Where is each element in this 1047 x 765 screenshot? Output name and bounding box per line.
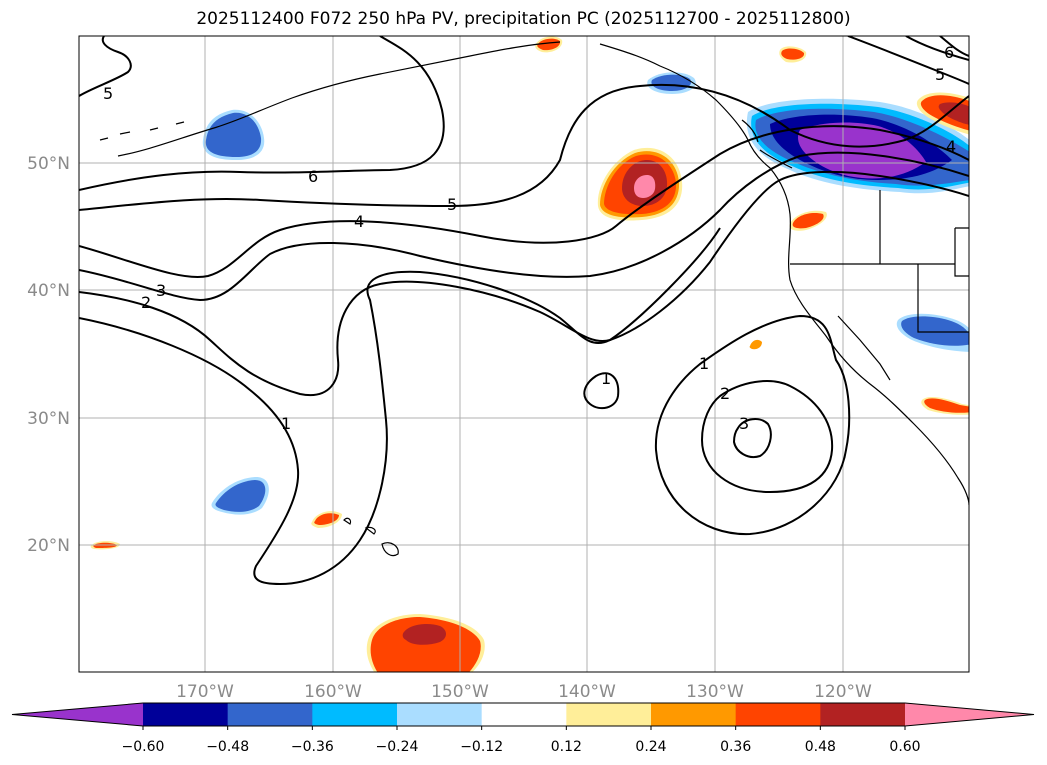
contour-label: 4 xyxy=(354,212,364,231)
precip-negative-region xyxy=(651,74,692,91)
contour-label: 5 xyxy=(447,195,457,214)
lon-label: 170°W xyxy=(176,682,234,702)
colorbar-tick-label: −0.60 xyxy=(122,739,165,755)
precip-positive-region xyxy=(924,398,969,413)
contour-label: 6 xyxy=(308,167,318,186)
contour-label: 4 xyxy=(946,137,956,156)
pv-contours xyxy=(79,36,969,586)
colorbar-tick-label: 0.36 xyxy=(720,739,751,755)
colorbar-segment xyxy=(481,703,567,726)
lon-label: 160°W xyxy=(304,682,362,702)
contour-label: 2 xyxy=(141,293,151,312)
precip-negative-region xyxy=(205,112,262,157)
colorbar-segment xyxy=(735,703,821,726)
coastlines xyxy=(99,41,969,557)
precip-positive-region xyxy=(781,48,805,60)
colorbar-segment xyxy=(820,703,906,726)
colorbar-extend-low xyxy=(12,703,143,726)
precip-negative-region xyxy=(798,122,926,179)
contour-label: 5 xyxy=(103,84,113,103)
lat-label: 30°N xyxy=(27,409,70,429)
colorbar-tick-label: −0.24 xyxy=(376,739,419,755)
contour-label: 1 xyxy=(699,354,709,373)
colorbar-tick-label: 0.48 xyxy=(805,739,836,755)
colorbar-tick-label: −0.48 xyxy=(206,739,249,755)
contour-labels: 5 6 5 4 3 2 1 1 1 2 3 5 6 4 xyxy=(103,43,956,433)
colorbar: −0.60 −0.48 −0.36 −0.24 −0.12 0.12 0.24 0.36 0.4… xyxy=(11,702,1035,755)
lon-label: 140°W xyxy=(558,682,616,702)
colorbar-segment xyxy=(312,703,398,726)
precip-negative-region xyxy=(215,480,266,512)
map-title: 2025112400 F072 250 hPa PV, precipitatio… xyxy=(196,9,851,29)
lat-axis-labels: 50°N 40°N 30°N 20°N xyxy=(27,154,70,556)
contour-label: 1 xyxy=(281,414,291,433)
colorbar-tick-label: −0.36 xyxy=(291,739,334,755)
lon-label: 130°W xyxy=(686,682,744,702)
plot-frame xyxy=(78,35,970,673)
colorbar-tick-label: 0.12 xyxy=(551,739,582,755)
precip-positive-region xyxy=(749,339,762,350)
lat-label: 40°N xyxy=(27,281,70,301)
lon-label: 150°W xyxy=(431,682,489,702)
colorbar-segment xyxy=(143,703,229,726)
lon-axis-labels: 170°W 160°W 150°W 140°W 130°W 120°W xyxy=(176,682,872,702)
colorbar-segment xyxy=(651,703,737,726)
contour-label: 3 xyxy=(156,281,166,300)
colorbar-extend-high xyxy=(905,703,1034,726)
colorbar-segment xyxy=(227,703,313,726)
precip-positive-region xyxy=(938,102,969,125)
precip-positive-region xyxy=(634,175,656,198)
precip-positive-region xyxy=(792,213,824,229)
contour-label: 3 xyxy=(739,414,749,433)
contour-label: 1 xyxy=(601,369,611,388)
precip-positive-region xyxy=(537,38,561,51)
colorbar-tick-label: −0.12 xyxy=(460,739,503,755)
colorbar-segment xyxy=(397,703,483,726)
colorbar-tick-label: 0.60 xyxy=(889,739,920,755)
precip-positive-region xyxy=(402,624,446,645)
colorbar-segment xyxy=(566,703,652,726)
colorbar-tick-label: 0.24 xyxy=(635,739,666,755)
contour-label: 2 xyxy=(720,384,730,403)
contour-label: 5 xyxy=(935,65,945,84)
lon-label: 120°W xyxy=(814,682,872,702)
lat-label: 50°N xyxy=(27,154,70,174)
lat-label: 20°N xyxy=(27,536,70,556)
contour-label: 6 xyxy=(944,43,954,62)
